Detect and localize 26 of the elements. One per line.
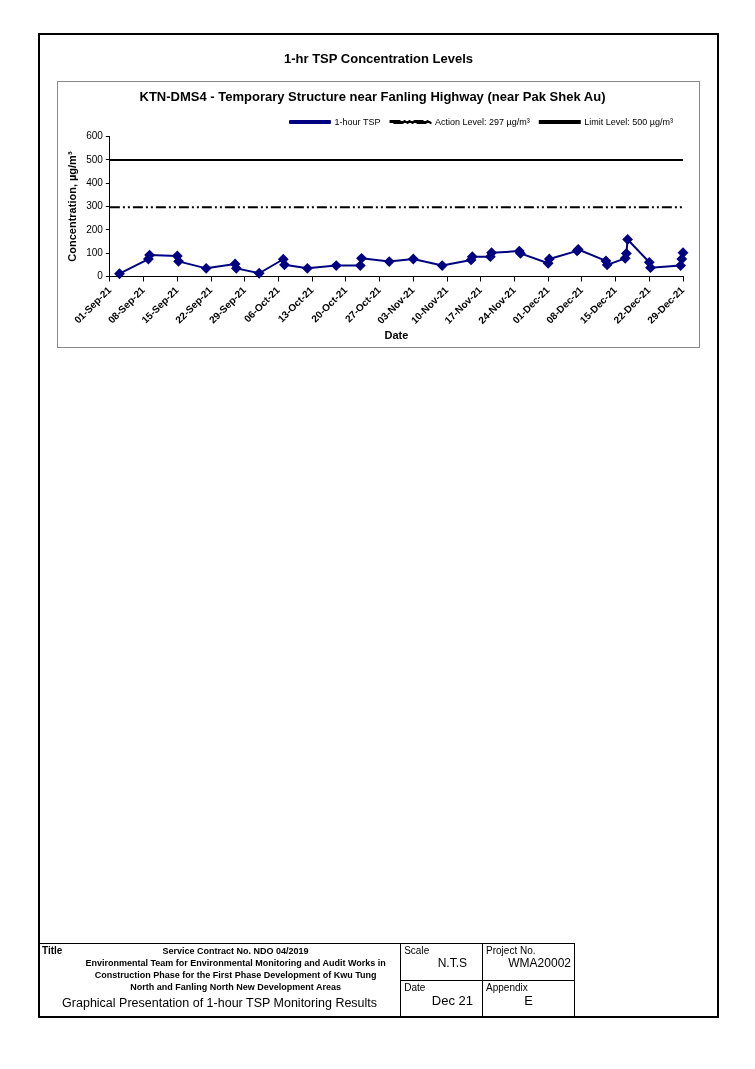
chart-title: 1-hr TSP Concentration Levels [283, 51, 474, 66]
chart-subtitle: KTN-DMS4 - Temporary Structure near Fanling Highway (near Pak Shek Au) [139, 89, 606, 105]
text: Scale [404, 945, 431, 956]
y-tick-label: 500 [86, 153, 104, 165]
text: Service Contract No. NDO 04/2019 [161, 945, 310, 957]
y-tick-label: 200 [86, 223, 104, 235]
y-tick-label: 300 [86, 200, 104, 212]
y-tick-label: 400 [86, 176, 104, 188]
y-tick-label: 100 [86, 246, 104, 258]
text: Dec 21 [430, 993, 475, 1008]
y-tick-label: 600 [86, 130, 104, 142]
legend-label: Limit Level: 500 µg/m³ [584, 116, 674, 127]
text: N.T.S [436, 956, 469, 970]
text: Project No. [486, 945, 537, 956]
text: Appendix [486, 982, 529, 993]
text: Title [42, 945, 63, 956]
legend-label: Action Level: 297 µg/m³ [435, 116, 530, 127]
legend-label: 1-hour TSP [334, 116, 381, 127]
text: Date [404, 982, 427, 993]
text: WMA20002 [507, 956, 571, 970]
x-axis-title: Date [384, 329, 409, 342]
text: Graphical Presentation of 1-hour TSP Monitoring Results [61, 996, 379, 1010]
text: Environmental Team for Environmental Monitoring and Audit Works in Construction Phase for the First Phase Development of Kwu Tung North and Fanling North New Development Areas [84, 957, 387, 993]
y-tick-label: 0 [97, 270, 104, 282]
text: E [523, 993, 534, 1008]
y-axis-title: Concentration, µg/m³ [65, 151, 78, 262]
